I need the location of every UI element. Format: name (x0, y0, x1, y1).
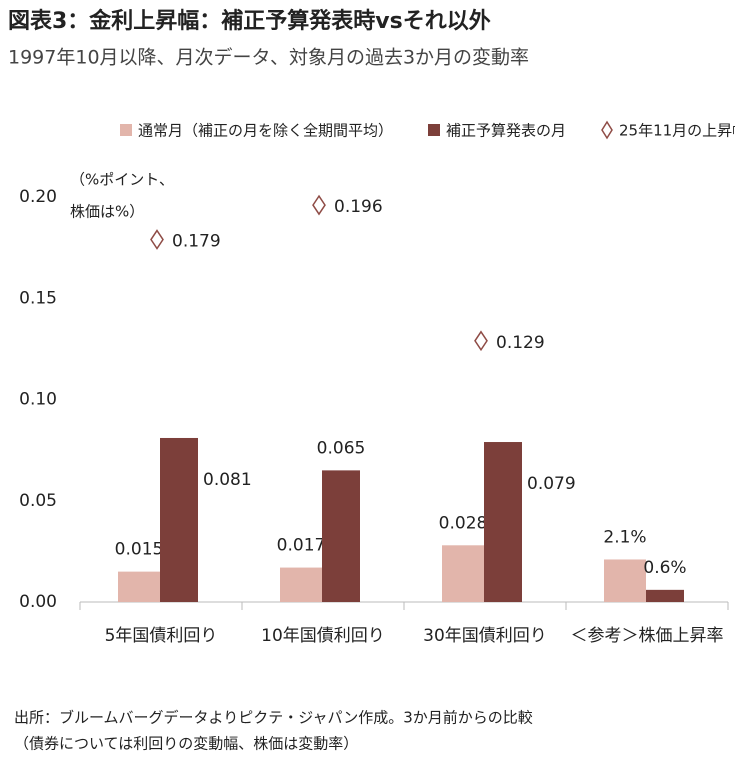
bar (322, 470, 360, 602)
data-label: 0.196 (334, 197, 383, 217)
diamond-marker (312, 194, 326, 216)
bar (280, 567, 322, 602)
data-label: 0.129 (496, 333, 545, 353)
bar (160, 437, 198, 602)
data-label: 2.1% (603, 527, 646, 547)
diamond-marker (474, 330, 488, 352)
data-label: 0.028 (439, 513, 488, 533)
footnote: （債券については利回りの変動幅、株価は変動率） (14, 735, 358, 753)
y-tick-label: 0.10 (19, 390, 57, 410)
legend-swatch (120, 124, 132, 136)
data-label: 0.079 (527, 474, 576, 494)
unit-label: （%ポイント、 (70, 171, 174, 189)
data-label: 0.015 (115, 540, 164, 560)
bar (484, 442, 522, 602)
data-label: 0.081 (203, 470, 252, 490)
chart-title: 図表3：金利上昇幅：補正予算発表時vsそれ以外 (8, 8, 491, 34)
x-tick-label: 10年国債利回り (261, 626, 385, 646)
footnote: 出所：ブルームバーグデータよりピクテ・ジャパン作成。3か月前からの比較 (14, 709, 533, 727)
x-tick-label: ＜参考＞株価上昇率 (571, 626, 724, 646)
chart-subtitle: 1997年10月以降、月次データ、対象月の過去3か月の変動率 (8, 47, 529, 69)
legend-label: 通常月（補正の月を除く全期間平均） (138, 122, 393, 140)
bar (604, 559, 646, 602)
bar (118, 571, 160, 602)
data-label: 0.065 (317, 438, 366, 458)
legend-label: 補正予算発表の月 (446, 122, 566, 140)
legend-swatch (601, 120, 613, 140)
bar (646, 589, 684, 602)
data-label: 0.179 (172, 232, 221, 252)
x-tick-label: 5年国債利回り (105, 626, 218, 646)
bar (442, 545, 484, 602)
x-tick-label: 30年国債利回り (423, 626, 547, 646)
y-tick-label: 0.20 (19, 187, 57, 207)
data-label: 0.017 (277, 536, 326, 556)
legend-label: 25年11月の上昇幅 (619, 122, 735, 140)
legend-swatch (428, 124, 440, 136)
diamond-marker (150, 229, 164, 250)
y-tick-label: 0.15 (19, 288, 57, 308)
data-label: 0.6% (643, 558, 686, 578)
unit-label: 株価は%） (70, 203, 144, 221)
y-tick-label: 0.00 (19, 592, 57, 612)
y-tick-label: 0.05 (19, 491, 57, 511)
